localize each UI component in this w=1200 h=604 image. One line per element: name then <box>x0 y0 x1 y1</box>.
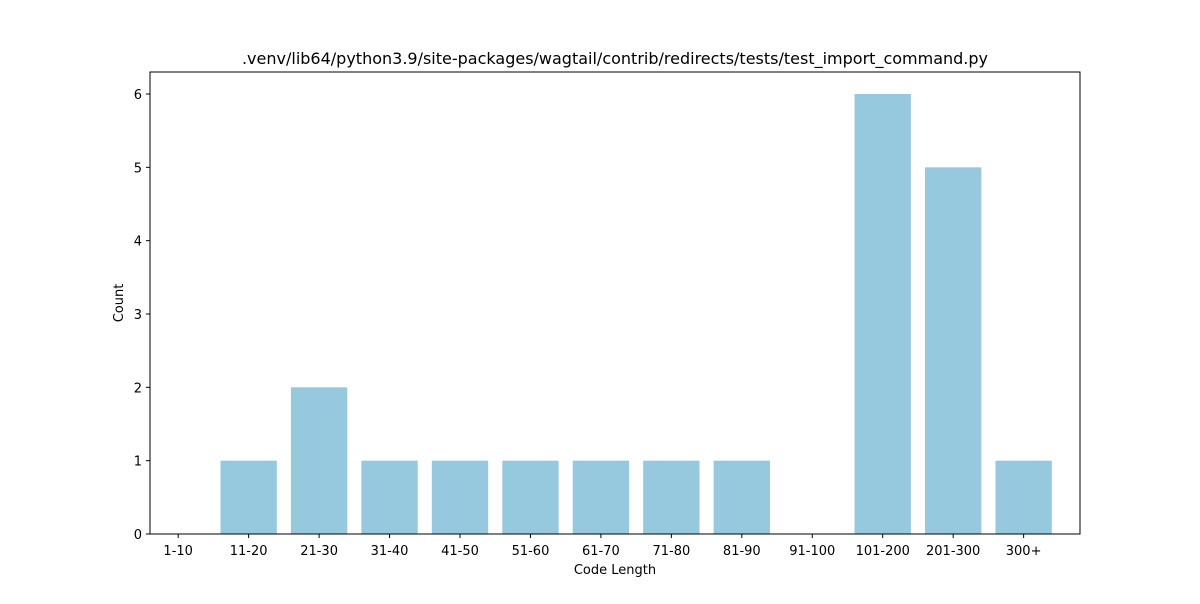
x-tick-label: 11-20 <box>230 544 268 559</box>
bar-81-90 <box>713 460 770 534</box>
bar-11-20 <box>220 460 277 534</box>
bar-201-300 <box>925 167 982 535</box>
x-tick-label: 71-80 <box>652 544 690 559</box>
x-axis-ticks: 1-10 11-20 21-30 31-40 41-50 51-60 61-70 71-80 8… <box>163 534 1041 559</box>
bar-61-70 <box>572 460 630 534</box>
bar-41-50 <box>431 460 489 534</box>
y-tick-label: 4 <box>134 235 142 250</box>
bar-31-40 <box>361 460 418 534</box>
y-tick-label: 6 <box>134 88 142 103</box>
x-tick-label: 21-30 <box>300 544 338 559</box>
x-tick-label: 101-200 <box>856 544 910 559</box>
bar-300+ <box>995 460 1052 534</box>
y-tick-label: 1 <box>134 455 142 470</box>
x-tick-label: 31-40 <box>371 544 409 559</box>
bar-101-200 <box>854 94 911 534</box>
x-axis-label: Code Length <box>574 563 656 578</box>
bar-71-80 <box>643 460 700 534</box>
bar-21-30 <box>290 387 348 534</box>
y-tick-label: 5 <box>134 161 142 176</box>
x-tick-label: 300+ <box>1006 544 1042 559</box>
y-tick-label: 2 <box>134 381 142 396</box>
y-axis-ticks: 0 1 2 3 4 5 6 <box>134 88 150 543</box>
x-tick-label: 61-70 <box>582 544 620 559</box>
y-tick-label: 3 <box>134 308 142 323</box>
x-tick-label: 1-10 <box>163 544 193 559</box>
chart-title: .venv/lib64/python3.9/site-packages/wagt… <box>242 49 988 69</box>
bar-51-60 <box>502 460 559 534</box>
bars-group <box>220 94 1052 535</box>
y-axis-label: Count <box>112 284 127 323</box>
x-tick-label: 91-100 <box>789 544 835 559</box>
x-tick-label: 51-60 <box>512 544 550 559</box>
x-tick-label: 81-90 <box>723 544 761 559</box>
x-tick-label: 201-300 <box>926 544 980 559</box>
plot-frame <box>149 71 1081 535</box>
y-tick-label: 0 <box>134 528 142 543</box>
x-tick-label: 41-50 <box>441 544 479 559</box>
